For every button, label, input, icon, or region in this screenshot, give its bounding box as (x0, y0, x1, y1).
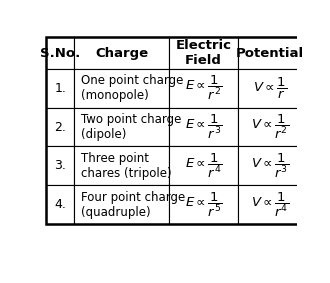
Text: Charge: Charge (95, 46, 148, 59)
Text: $E \propto \dfrac{1}{r^3}$: $E \propto \dfrac{1}{r^3}$ (185, 113, 222, 141)
Text: 4.: 4. (54, 198, 66, 211)
Text: $V \propto \dfrac{1}{r}$: $V \propto \dfrac{1}{r}$ (253, 76, 287, 101)
Text: $E \propto \dfrac{1}{r^5}$: $E \propto \dfrac{1}{r^5}$ (185, 190, 222, 219)
Bar (169, 69, 238, 108)
Bar (46, 146, 75, 185)
Text: 1.: 1. (54, 82, 66, 95)
Text: Two point charge
(dipole): Two point charge (dipole) (81, 113, 181, 141)
Bar (75, 37, 169, 69)
Text: $V \propto \dfrac{1}{r^4}$: $V \propto \dfrac{1}{r^4}$ (251, 190, 289, 219)
Text: $V \propto \dfrac{1}{r^3}$: $V \propto \dfrac{1}{r^3}$ (251, 152, 289, 180)
Text: 2.: 2. (54, 121, 66, 134)
Bar (169, 37, 238, 69)
Bar (75, 108, 169, 146)
Bar (46, 108, 75, 146)
Text: Three point
chares (tripole): Three point chares (tripole) (81, 152, 172, 180)
Bar (238, 69, 302, 108)
Bar (46, 185, 75, 224)
Bar (75, 185, 169, 224)
Bar (238, 108, 302, 146)
Bar (169, 108, 238, 146)
Text: $E \propto \dfrac{1}{r^2}$: $E \propto \dfrac{1}{r^2}$ (185, 74, 222, 102)
Bar (46, 69, 75, 108)
Text: $V \propto \dfrac{1}{r^2}$: $V \propto \dfrac{1}{r^2}$ (251, 113, 289, 141)
Bar (238, 185, 302, 224)
Bar (75, 146, 169, 185)
Text: One point charge
(monopole): One point charge (monopole) (81, 74, 183, 102)
Text: 3.: 3. (54, 159, 66, 172)
Bar (46, 37, 75, 69)
Bar (238, 37, 302, 69)
Text: $E \propto \dfrac{1}{r^4}$: $E \propto \dfrac{1}{r^4}$ (185, 152, 222, 180)
Text: Four point charge
(quadruple): Four point charge (quadruple) (81, 190, 185, 218)
Text: Electric
Field: Electric Field (176, 39, 232, 67)
Text: Potential: Potential (236, 46, 304, 59)
Text: S.No.: S.No. (40, 46, 81, 59)
Bar (169, 146, 238, 185)
Bar (75, 69, 169, 108)
Bar (169, 185, 238, 224)
Bar (238, 146, 302, 185)
Bar (46, 37, 302, 224)
